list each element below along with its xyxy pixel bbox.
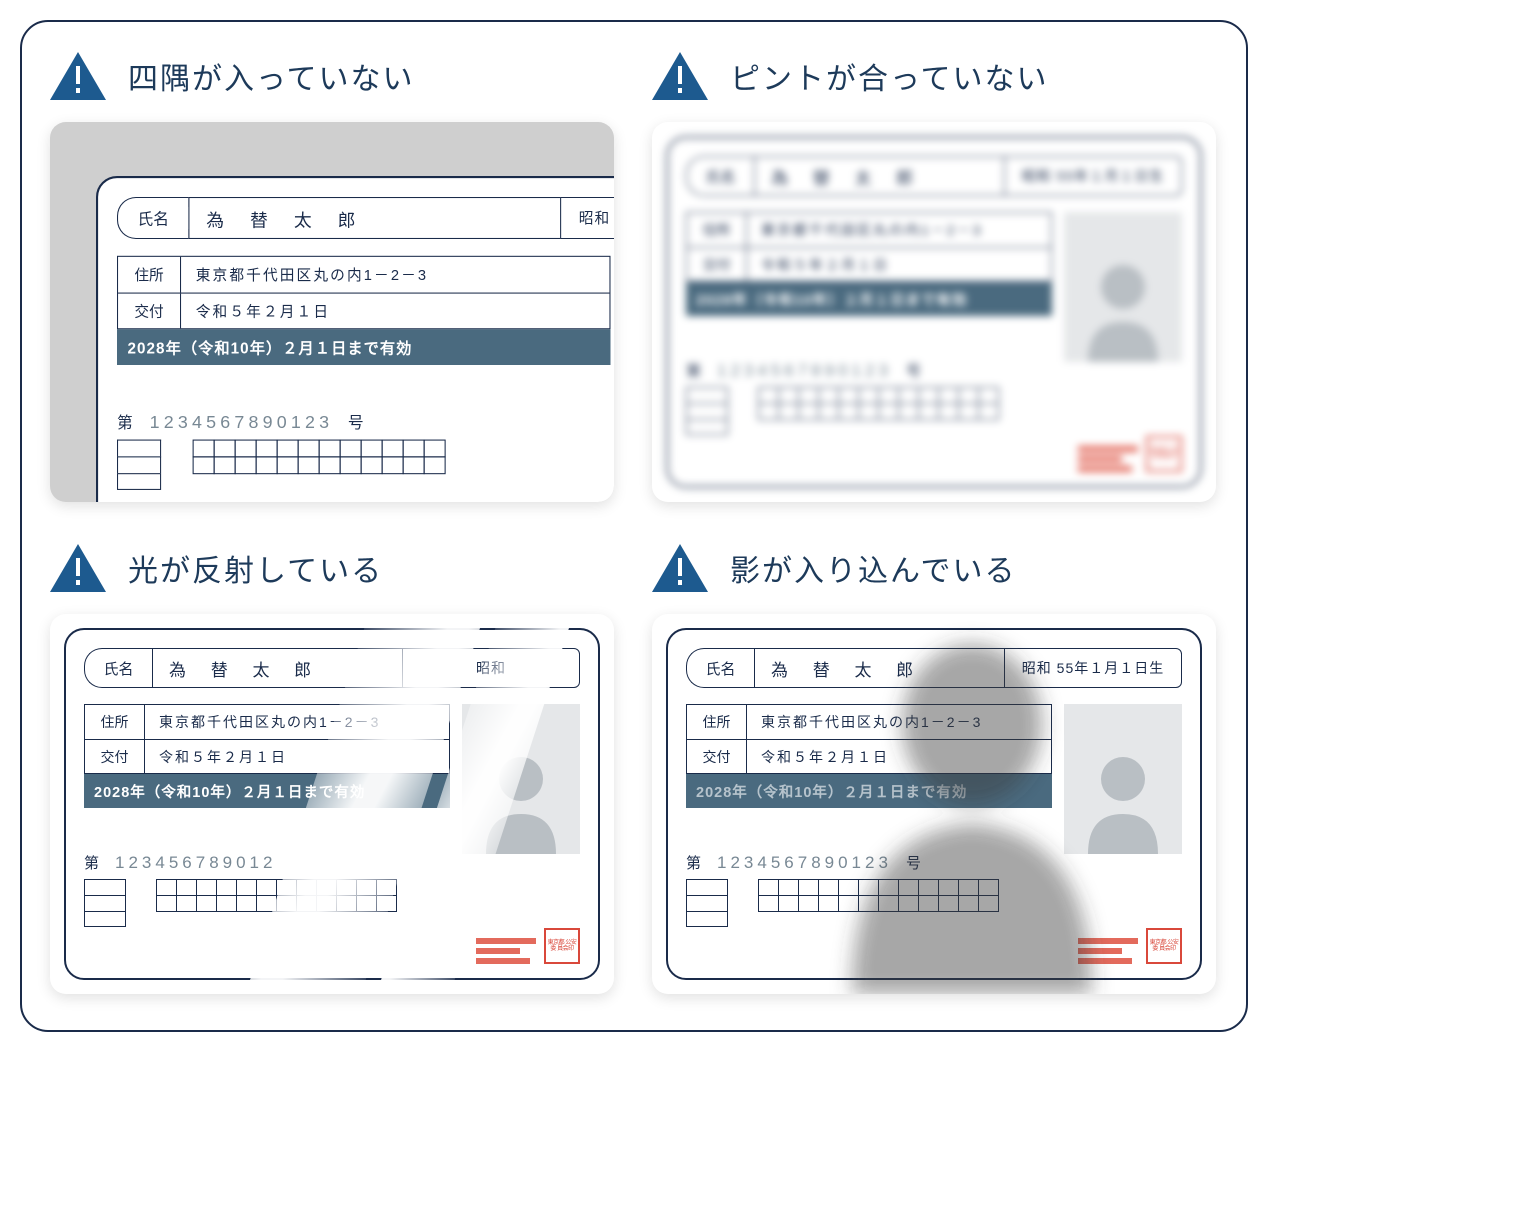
thumb-crop: 氏名 為 替 太 郎 昭和 55年１月１日生 住所 東京都千代田区丸の内1－2－… [50,122,614,502]
number-value: 1234567890123 [717,853,892,873]
number-post: 号 [906,852,923,873]
number-row: 第 1234567890123 号 [686,360,1052,381]
id-card: 氏名 為 替 太 郎 昭和 55年１月１日生 住所 東京都千代田区丸の内1－2－… [666,628,1202,980]
dob: 昭和 55年１月１日生 [1004,648,1182,688]
number-pre: 第 [84,852,101,873]
bottom-strip: 東京都 公安委 員会印 [476,928,580,964]
number-value: 123456789012 [115,853,276,873]
caption-row: 四隅が入っていない [50,52,616,100]
info-table: 住所 東京都千代田区丸の内1－2－3 交付 令和５年２月１日 [117,256,611,330]
number-value: 1234567890123 [150,412,334,433]
id-card: 氏名 為 替 太 郎 昭和 55年１月１日生 住所 東京都千代田区丸の内1－2－… [666,136,1202,488]
issue-value: 令和５年２月１日 [747,248,1051,281]
example-crop: 四隅が入っていない 氏名 為 替 太 郎 昭和 55年１月１日生 住所 東京都千… [50,52,616,502]
name-label: 氏名 [686,648,754,688]
number-row: 第 1234567890123 号 [686,852,1052,873]
caption-text: ピントが合っていない [730,54,1049,98]
issue-label: 交付 [118,294,181,329]
number-row: 第 1234567890123 号 [117,411,611,433]
issue-value: 令和５年２月１日 [747,740,1051,773]
dob: 昭和 [402,648,580,688]
examples-panel: 四隅が入っていない 氏名 為 替 太 郎 昭和 55年１月１日生 住所 東京都千… [20,20,1248,1032]
warning-icon [652,52,708,100]
grid-boxes [686,387,1052,435]
number-pre: 第 [686,360,703,381]
address-value: 東京都千代田区丸の内1－2－3 [747,213,1051,247]
info-table: 住所 東京都千代田区丸の内1－2－3 交付 令和５年２月１日 [84,704,450,774]
thumb-blur: 氏名 為 替 太 郎 昭和 55年１月１日生 住所 東京都千代田区丸の内1－2－… [652,122,1216,502]
name-value: 為 替 太 郎 [754,648,1004,688]
address-label: 住所 [687,705,747,739]
issue-value: 令和５年２月１日 [181,294,609,329]
seal-icon: 東京都 公安委 員会印 [1146,436,1182,472]
caption-row: 光が反射している [50,544,616,592]
photo-placeholder [462,704,580,854]
caption-row: ピントが合っていない [652,52,1218,100]
grid-boxes [117,440,611,490]
name-label: 氏名 [117,197,188,239]
name-value: 為 替 太 郎 [152,648,402,688]
warning-icon [50,544,106,592]
address-label: 住所 [687,213,747,247]
photo-placeholder [1064,704,1182,854]
issue-value: 令和５年２月１日 [145,740,449,773]
bottom-strip: 東京都 公安委 員会印 [1078,928,1182,964]
warning-icon [50,52,106,100]
dob: 昭和 55年１月１日生 [560,197,614,239]
example-shadow: 影が入り込んでいる 氏名 為 替 太 郎 昭和 55年１月１日生 住所 東京都千… [652,544,1218,994]
valid-bar: 2028年（令和10年）２月１日まで有効 [686,282,1052,316]
warning-icon [652,544,708,592]
address-label: 住所 [118,257,181,293]
grid-boxes [84,879,450,927]
number-pre: 第 [686,852,703,873]
caption-text: 光が反射している [128,546,383,590]
caption-text: 影が入り込んでいる [730,546,1017,590]
seal-icon: 東京都 公安委 員会印 [1146,928,1182,964]
example-glare: 光が反射している 氏名 為 替 太 郎 昭和 住所 東京都千代田区丸の内1－2－… [50,544,616,994]
dob: 昭和 55年１月１日生 [1004,156,1182,196]
caption-row: 影が入り込んでいる [652,544,1218,592]
number-post: 号 [906,360,923,381]
thumb-glare: 氏名 為 替 太 郎 昭和 住所 東京都千代田区丸の内1－2－3 交付 [50,614,614,994]
info-table: 住所 東京都千代田区丸の内1－2－3 交付 令和５年２月１日 [686,704,1052,774]
grid-boxes [686,879,1052,927]
bottom-strip: 東京都 公安委 員会印 [1078,436,1182,472]
valid-bar: 2028年（令和10年）２月１日まで有効 [84,774,450,808]
name-label: 氏名 [686,156,754,196]
number-pre: 第 [117,411,135,433]
issue-label: 交付 [687,740,747,773]
id-card: 氏名 為 替 太 郎 昭和 55年１月１日生 住所 東京都千代田区丸の内1－2－… [96,176,614,502]
number-value: 1234567890123 [717,361,892,381]
id-card: 氏名 為 替 太 郎 昭和 住所 東京都千代田区丸の内1－2－3 交付 [64,628,600,980]
valid-bar: 2028年（令和10年）２月１日まで有効 [117,329,611,365]
caption-text: 四隅が入っていない [128,54,415,98]
address-value: 東京都千代田区丸の内1－2－3 [145,705,449,739]
info-table: 住所 東京都千代田区丸の内1－2－3 交付 令和５年２月１日 [686,212,1052,282]
address-label: 住所 [85,705,145,739]
address-value: 東京都千代田区丸の内1－2－3 [747,705,1051,739]
example-blur: ピントが合っていない 氏名 為 替 太 郎 昭和 55年１月１日生 住所 東京都… [652,52,1218,502]
thumb-shadow: 氏名 為 替 太 郎 昭和 55年１月１日生 住所 東京都千代田区丸の内1－2－… [652,614,1216,994]
address-value: 東京都千代田区丸の内1－2－3 [181,257,609,293]
name-label: 氏名 [84,648,152,688]
number-post: 号 [348,411,366,433]
name-value: 為 替 太 郎 [188,197,560,239]
name-value: 為 替 太 郎 [754,156,1004,196]
number-row: 第 123456789012 [84,852,450,873]
issue-label: 交付 [85,740,145,773]
seal-icon: 東京都 公安委 員会印 [544,928,580,964]
valid-bar: 2028年（令和10年）２月１日まで有効 [686,774,1052,808]
issue-label: 交付 [687,248,747,281]
photo-placeholder [1064,212,1182,362]
